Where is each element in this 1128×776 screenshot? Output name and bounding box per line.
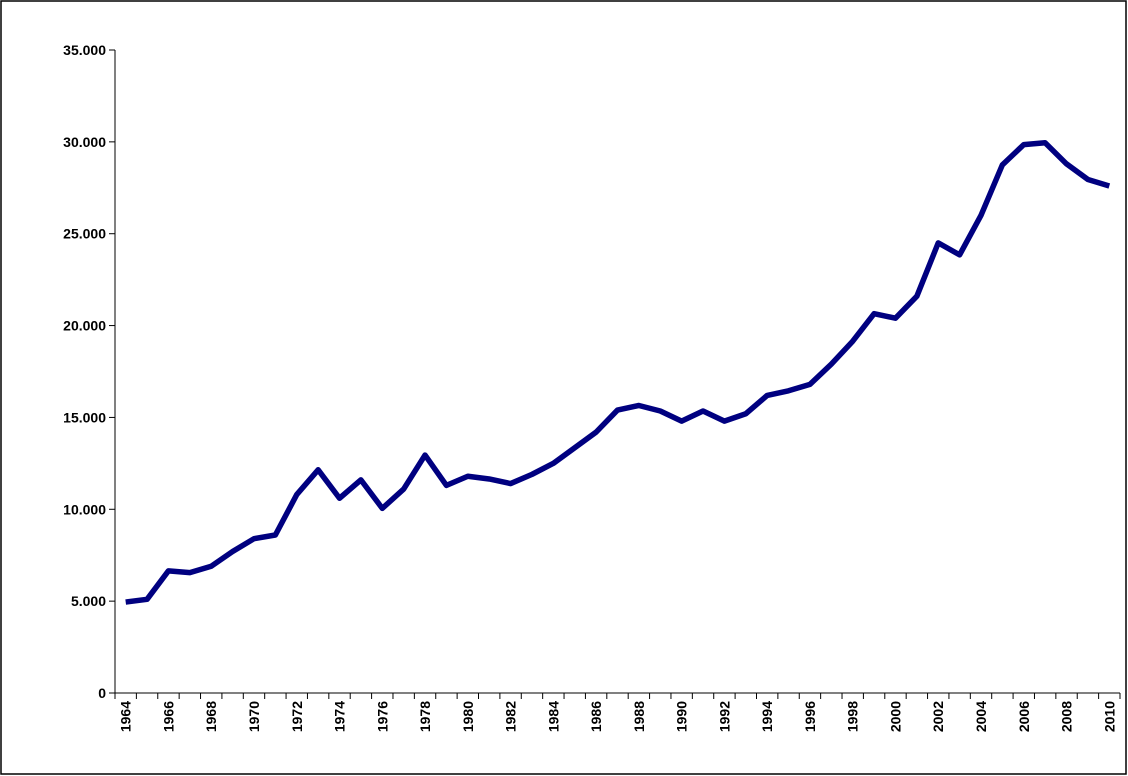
x-tick-label: 1968 xyxy=(203,701,219,732)
x-tick-label: 1978 xyxy=(417,701,433,732)
x-tick-label: 1976 xyxy=(374,701,390,732)
y-tick-label: 25.000 xyxy=(63,226,106,242)
y-tick-label: 0 xyxy=(98,685,106,701)
x-tick-label: 1994 xyxy=(759,701,775,732)
y-tick-label: 35.000 xyxy=(63,42,106,58)
data-line xyxy=(125,140,1111,605)
x-tick-label: 1998 xyxy=(845,701,861,732)
y-tick-label: 15.000 xyxy=(63,409,106,425)
y-tick-label: 30.000 xyxy=(63,134,106,150)
x-tick-label: 1972 xyxy=(289,701,305,732)
x-tick-label: 1980 xyxy=(460,701,476,732)
x-tick-label: 1988 xyxy=(631,701,647,732)
x-tick-label: 1966 xyxy=(160,701,176,732)
y-tick-label: 10.000 xyxy=(63,501,106,517)
x-tick-label: 1974 xyxy=(332,701,348,732)
x-tick-label: 1984 xyxy=(545,701,561,732)
x-tick-label: 2002 xyxy=(930,701,946,732)
y-tick-label: 5.000 xyxy=(71,593,106,609)
y-tick-label: 20.000 xyxy=(63,318,106,334)
x-tick-label: 2000 xyxy=(887,701,903,732)
x-tick-label: 2006 xyxy=(1016,701,1032,732)
x-tick-label: 1992 xyxy=(716,701,732,732)
x-tick-label: 2008 xyxy=(1059,701,1075,732)
x-tick-label: 2004 xyxy=(973,701,989,732)
x-tick-label: 2010 xyxy=(1101,701,1117,732)
x-tick-label: 1990 xyxy=(674,701,690,732)
x-tick-label: 1996 xyxy=(802,701,818,732)
x-tick-label: 1964 xyxy=(118,701,134,732)
x-tick-label: 1970 xyxy=(246,701,262,732)
x-tick-label: 1982 xyxy=(503,701,519,732)
x-tick-label: 1986 xyxy=(588,701,604,732)
